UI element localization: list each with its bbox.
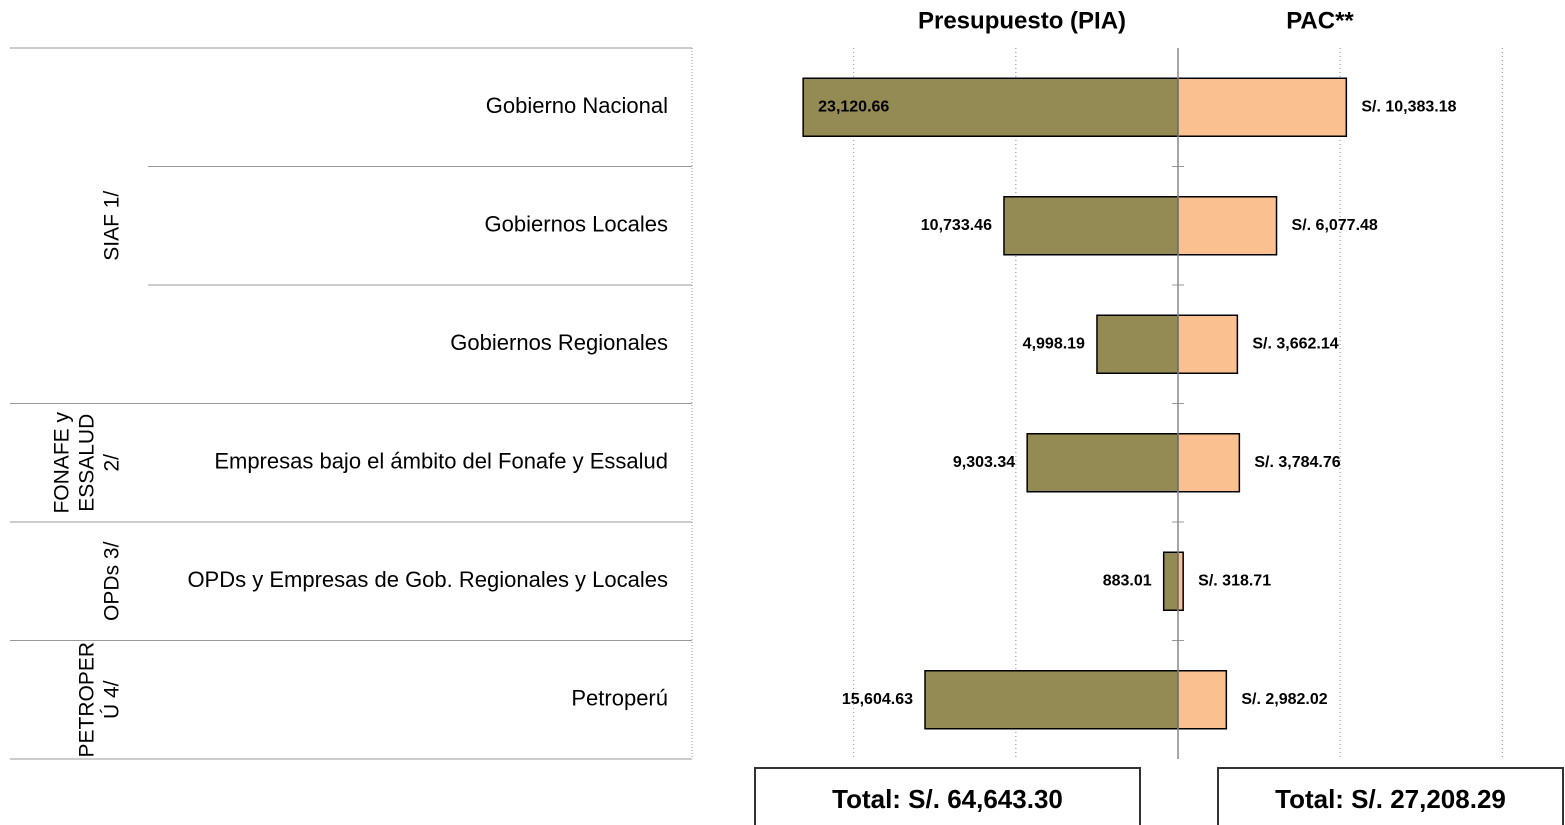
group-label: PETROPER	[76, 642, 99, 758]
group-label: SIAF 1/	[101, 191, 124, 261]
bar	[1162, 551, 1179, 611]
series-header: Presupuesto (PIA)	[918, 7, 1126, 34]
value-label: S/. 10,383.18	[1361, 98, 1456, 115]
value-label: S/. 3,662.14	[1252, 335, 1338, 352]
group-label: ESSALUD	[76, 414, 99, 512]
total-box	[1217, 767, 1564, 825]
value-label: 883.01	[1103, 572, 1152, 589]
value-label: S/. 3,784.76	[1254, 454, 1340, 471]
series-header: PAC**	[1286, 7, 1354, 34]
category-label: Petroperú	[571, 686, 668, 711]
category-label: OPDs y Empresas de Gob. Regionales y Loc…	[187, 567, 668, 592]
total-label: Total: S/. 27,208.29	[1275, 784, 1506, 814]
value-label: 23,120.66	[818, 98, 889, 115]
total-box	[754, 767, 1141, 825]
value-label: 4,998.19	[1023, 335, 1085, 352]
group-label: OPDs 3/	[101, 541, 124, 621]
group-label: 2/	[101, 454, 124, 472]
bar	[1177, 433, 1241, 493]
bar	[1177, 77, 1348, 137]
value-label: 15,604.63	[842, 691, 913, 708]
bar	[1177, 551, 1184, 611]
group-label: Ú 4/	[101, 680, 124, 719]
value-label: S/. 2,982.02	[1241, 691, 1327, 708]
value-label: 9,303.34	[953, 454, 1015, 471]
category-label: Empresas bajo el ámbito del Fonafe y Ess…	[214, 449, 668, 474]
category-label: Gobierno Nacional	[486, 93, 668, 118]
bar	[1177, 196, 1278, 256]
bar	[802, 77, 1179, 137]
group-label: FONAFE y	[51, 412, 74, 514]
bar	[924, 670, 1179, 730]
total-label: Total: S/. 64,643.30	[832, 784, 1063, 814]
bar	[1096, 314, 1179, 374]
bar	[1177, 314, 1239, 374]
bar	[1177, 670, 1228, 730]
value-label: S/. 318.71	[1198, 572, 1271, 589]
category-label: Gobiernos Regionales	[450, 330, 668, 355]
bar	[1026, 433, 1179, 493]
category-label: Gobiernos Locales	[485, 212, 668, 237]
value-label: S/. 6,077.48	[1292, 217, 1378, 234]
bar	[1003, 196, 1179, 256]
value-label: 10,733.46	[921, 217, 992, 234]
